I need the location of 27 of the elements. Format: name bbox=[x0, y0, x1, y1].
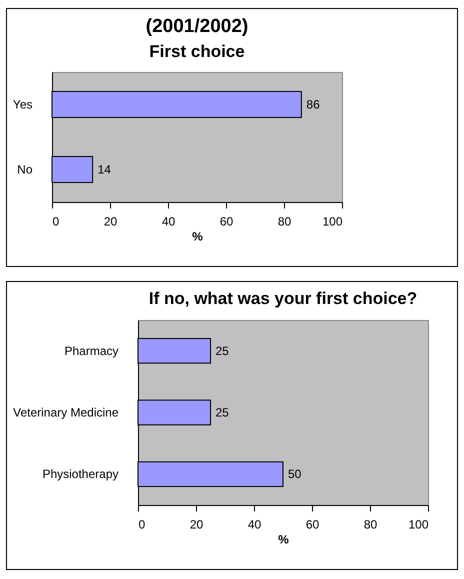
x-tick-label: 100 bbox=[408, 518, 429, 532]
x-tick-label: 60 bbox=[220, 214, 234, 228]
x-tick-label: 0 bbox=[138, 518, 146, 532]
x-tick-label: 20 bbox=[104, 214, 118, 228]
x-axis-title: % bbox=[192, 230, 204, 244]
data-label: 50 bbox=[288, 467, 302, 482]
data-label: 86 bbox=[306, 98, 320, 112]
y-tick-label: Veterinary Medicine bbox=[13, 406, 119, 420]
x-axis-title: % bbox=[278, 532, 290, 546]
data-label: 25 bbox=[216, 344, 230, 358]
y-tick-label: Physiotherapy bbox=[42, 467, 118, 482]
x-tick-label: 40 bbox=[162, 214, 176, 228]
x-tick-label: 80 bbox=[278, 214, 292, 228]
x-tick-label: 60 bbox=[306, 518, 320, 532]
x-tick-label: 0 bbox=[52, 214, 60, 228]
y-tick-label: Pharmacy bbox=[64, 344, 118, 358]
x-tick-label: 20 bbox=[190, 518, 204, 532]
x-tick-label: 100 bbox=[322, 214, 343, 228]
data-label: 14 bbox=[98, 162, 112, 176]
chart-title: (2001/2002) bbox=[146, 16, 248, 37]
chart-title: If no, what was your first choice? bbox=[148, 289, 418, 308]
y-tick-label: No bbox=[17, 162, 33, 176]
chart-subtitle: First choice bbox=[149, 42, 245, 61]
x-tick-label: 40 bbox=[248, 518, 262, 532]
y-tick-label: Yes bbox=[12, 98, 32, 112]
data-label: 25 bbox=[216, 406, 230, 420]
x-tick-label: 80 bbox=[364, 518, 378, 532]
